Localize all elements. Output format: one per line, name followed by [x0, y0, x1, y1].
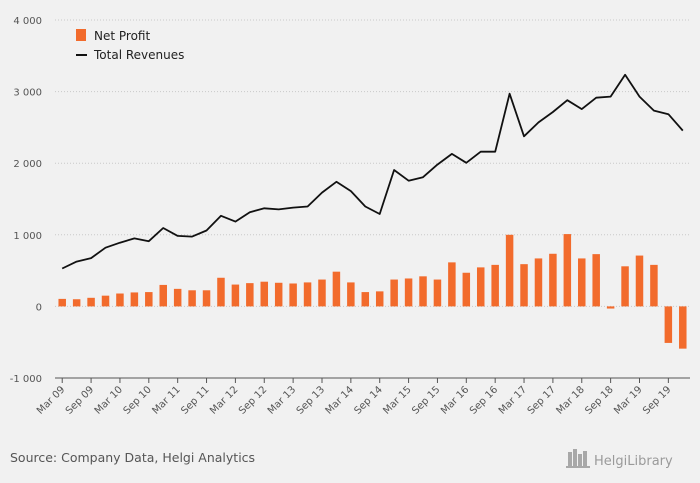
x-tick-label: Sep 14: [352, 384, 384, 416]
net-profit-bar: [650, 264, 658, 307]
net-profit-bar: [462, 272, 471, 307]
net-profit-bar: [58, 298, 66, 307]
x-tick-label: Sep 17: [526, 384, 558, 416]
helgi-library-logo: HelgiLibrary: [566, 449, 673, 469]
grid-lines: [55, 19, 690, 379]
net-profit-bar: [87, 297, 95, 307]
y-axis-ticks: -1 000 0 1 000 2 000 3 000 4 000: [10, 16, 42, 385]
x-tick-label: Mar 19: [612, 384, 644, 416]
net-profit-bar: [159, 284, 167, 307]
net-profit-bar: [491, 264, 499, 307]
net-profit-bar: [347, 282, 355, 307]
net-profit-bar: [202, 290, 211, 307]
legend-net-profit-label: Net Profit: [94, 29, 150, 43]
y-tick-label: 1 000: [13, 231, 42, 242]
net-profit-bar: [130, 292, 139, 307]
x-tick-label: Sep 18: [583, 384, 615, 416]
net-profit-bar: [375, 291, 384, 307]
x-tick-label: Mar 14: [324, 384, 356, 416]
net-profit-bar: [404, 278, 413, 307]
x-tick-label: Sep 09: [64, 384, 96, 416]
net-profit-bar: [246, 283, 254, 307]
net-profit-bar: [260, 281, 269, 307]
net-profit-bars: [58, 234, 687, 349]
net-profit-bar: [563, 234, 572, 307]
net-profit-bar: [361, 292, 370, 307]
x-tick-label: Mar 09: [35, 384, 67, 416]
books-icon: [566, 449, 590, 468]
source-note: Source: Company Data, Helgi Analytics: [10, 450, 255, 465]
x-tick-label: Sep 13: [295, 384, 327, 416]
x-tick-label: Sep 16: [468, 384, 500, 416]
total-revenues-line: [61, 73, 684, 270]
legend: Net Profit Total Revenues: [76, 29, 184, 62]
net-profit-bar: [332, 271, 341, 307]
net-profit-bar: [592, 254, 600, 307]
net-profit-bar: [217, 277, 225, 307]
net-profit-bar: [72, 299, 81, 307]
y-tick-label: 3 000: [13, 88, 42, 99]
net-profit-bar: [534, 258, 543, 307]
x-tick-label: Sep 15: [410, 384, 442, 416]
net-profit-bar: [289, 283, 297, 307]
x-tick-label: Sep 19: [641, 384, 673, 416]
net-profit-bar: [145, 292, 153, 307]
net-profit-bar: [578, 258, 586, 307]
legend-net-profit-swatch: [76, 29, 86, 41]
x-tick-label: Mar 13: [266, 384, 298, 416]
net-profit-bar: [101, 295, 110, 307]
net-profit-bar: [549, 253, 557, 307]
x-tick-label: Sep 12: [237, 384, 269, 416]
x-tick-label: Mar 16: [439, 384, 471, 416]
net-profit-bar: [621, 266, 629, 307]
net-profit-bar: [390, 279, 398, 307]
net-profit-bar: [318, 279, 326, 307]
net-profit-bar: [476, 267, 485, 307]
net-profit-bar: [606, 306, 615, 309]
net-profit-bar: [433, 279, 442, 307]
net-profit-bar: [505, 234, 514, 307]
brand-name: HelgiLibrary: [594, 454, 673, 469]
net-profit-bar: [116, 293, 124, 307]
y-tick-label: -1 000: [10, 374, 42, 385]
y-tick-label: 4 000: [13, 16, 42, 27]
net-profit-bar: [448, 262, 456, 307]
x-tick-label: Mar 10: [93, 384, 125, 416]
net-profit-bar: [303, 282, 312, 307]
y-tick-label: 2 000: [13, 159, 42, 170]
x-tick-label: Sep 11: [179, 384, 211, 416]
x-tick-label: Mar 12: [208, 384, 240, 416]
net-profit-bar: [679, 306, 687, 349]
legend-total-revenues-label: Total Revenues: [93, 48, 184, 62]
x-tick-label: Mar 11: [150, 384, 182, 416]
x-tick-label: Mar 17: [497, 384, 529, 416]
net-profit-bar: [274, 282, 283, 307]
y-tick-label: 0: [36, 302, 42, 313]
net-profit-bar: [231, 284, 240, 307]
net-profit-bar: [664, 306, 673, 343]
x-tick-label: Mar 15: [381, 384, 413, 416]
net-profit-bar: [419, 276, 427, 307]
net-profit-bar: [520, 264, 528, 307]
x-tick-label: Mar 18: [555, 384, 587, 416]
net-profit-bar: [173, 288, 182, 307]
x-tick-label: Sep 10: [122, 384, 154, 416]
net-profit-bar: [635, 255, 644, 307]
net-profit-bar: [188, 290, 196, 307]
